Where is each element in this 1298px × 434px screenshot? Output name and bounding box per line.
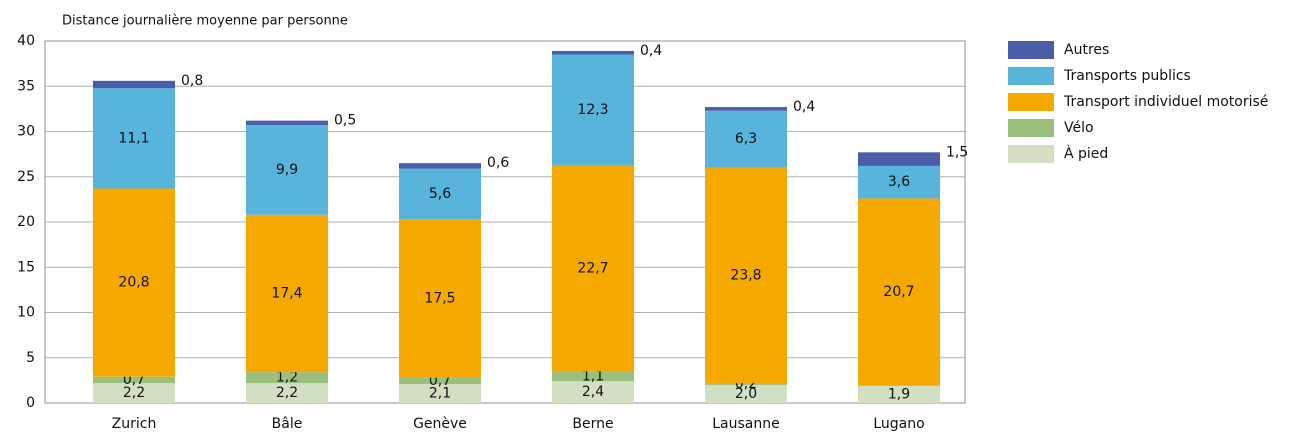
y-tick-label: 5 [26, 350, 35, 366]
legend-label: Transports publics [1063, 68, 1191, 84]
legend-swatch [1008, 93, 1054, 111]
value-label: 1,1 [582, 368, 604, 384]
value-label: 1,9 [888, 386, 910, 402]
bar-segment [246, 214, 328, 373]
bar-segment [705, 167, 787, 384]
legend-label: Autres [1064, 42, 1109, 58]
x-tick-label: Lugano [873, 416, 924, 432]
bar-segment [399, 219, 481, 378]
y-tick-label: 15 [17, 259, 35, 275]
value-label: 0,4 [640, 43, 662, 59]
bar-segment [552, 54, 634, 166]
bar-segment [246, 125, 328, 215]
x-tick-label: Zurich [112, 416, 157, 432]
legend-swatch [1008, 41, 1054, 59]
legend-label: À pied [1064, 145, 1108, 162]
y-tick-label: 30 [17, 124, 35, 140]
legend-swatch [1008, 67, 1054, 85]
bar-segment [858, 385, 940, 403]
value-label: 0,4 [793, 99, 815, 115]
chart-title: Distance journalière moyenne par personn… [62, 14, 348, 29]
legend-label: Vélo [1064, 120, 1094, 136]
value-label: 23,8 [730, 267, 761, 283]
bar-segment [858, 152, 940, 166]
bar-segment [705, 383, 787, 385]
value-label: 5,6 [429, 186, 451, 202]
plot-frame [44, 40, 966, 404]
bar-segment [246, 120, 328, 126]
value-label: 1,5 [946, 144, 968, 160]
bar-segment [552, 371, 634, 382]
value-label: 2,4 [582, 384, 604, 400]
x-tick-label: Lausanne [712, 416, 779, 432]
legend-label: Transport individuel motorisé [1063, 94, 1268, 110]
bar-segment [399, 383, 481, 403]
bar-segment [93, 88, 175, 189]
value-label: 2,0 [735, 386, 757, 402]
bar-segment [93, 376, 175, 384]
bar-segment [399, 168, 481, 220]
y-tick-label: 10 [17, 305, 35, 321]
value-label: 0,8 [181, 73, 203, 89]
y-tick-label: 0 [26, 395, 35, 411]
x-tick-label: Bâle [272, 416, 303, 432]
value-label: 22,7 [577, 261, 608, 277]
bar-segment [399, 163, 481, 169]
value-label: 17,4 [271, 285, 302, 301]
bar-segment [705, 107, 787, 111]
value-label: 0,5 [334, 113, 356, 129]
value-label: 2,2 [123, 385, 145, 401]
bar-segment [93, 80, 175, 89]
bar-segment [705, 384, 787, 403]
value-label: 3,6 [888, 174, 910, 190]
value-label: 17,5 [424, 290, 455, 306]
value-label: 9,9 [276, 162, 298, 178]
bar-segment [93, 383, 175, 403]
bar-segment [552, 381, 634, 403]
value-label: 12,3 [577, 102, 608, 118]
bar-segment [552, 165, 634, 372]
value-label: 6,3 [735, 131, 757, 147]
value-label: 20,7 [883, 284, 914, 300]
y-tick-label: 40 [17, 33, 35, 49]
bar-segment [858, 165, 940, 199]
value-label: 2,2 [276, 385, 298, 401]
value-label: 20,8 [118, 275, 149, 291]
x-tick-label: Genève [413, 416, 467, 432]
value-label: 2,1 [429, 385, 451, 401]
bar-segment [552, 50, 634, 55]
bar-segment [246, 372, 328, 384]
bar-segment [93, 188, 175, 377]
value-label: 1,2 [276, 370, 298, 386]
value-label: 0,6 [487, 155, 509, 171]
y-tick-label: 35 [17, 78, 35, 94]
legend-swatch [1008, 145, 1054, 163]
bar-segment [399, 377, 481, 384]
value-label: 11,1 [118, 130, 149, 146]
y-tick-label: 20 [17, 214, 35, 230]
legend-swatch [1008, 119, 1054, 137]
y-tick-label: 25 [17, 169, 35, 185]
bar-segment [246, 383, 328, 403]
bar-segment [858, 198, 940, 386]
x-tick-label: Berne [572, 416, 613, 432]
bar-segment [705, 110, 787, 168]
